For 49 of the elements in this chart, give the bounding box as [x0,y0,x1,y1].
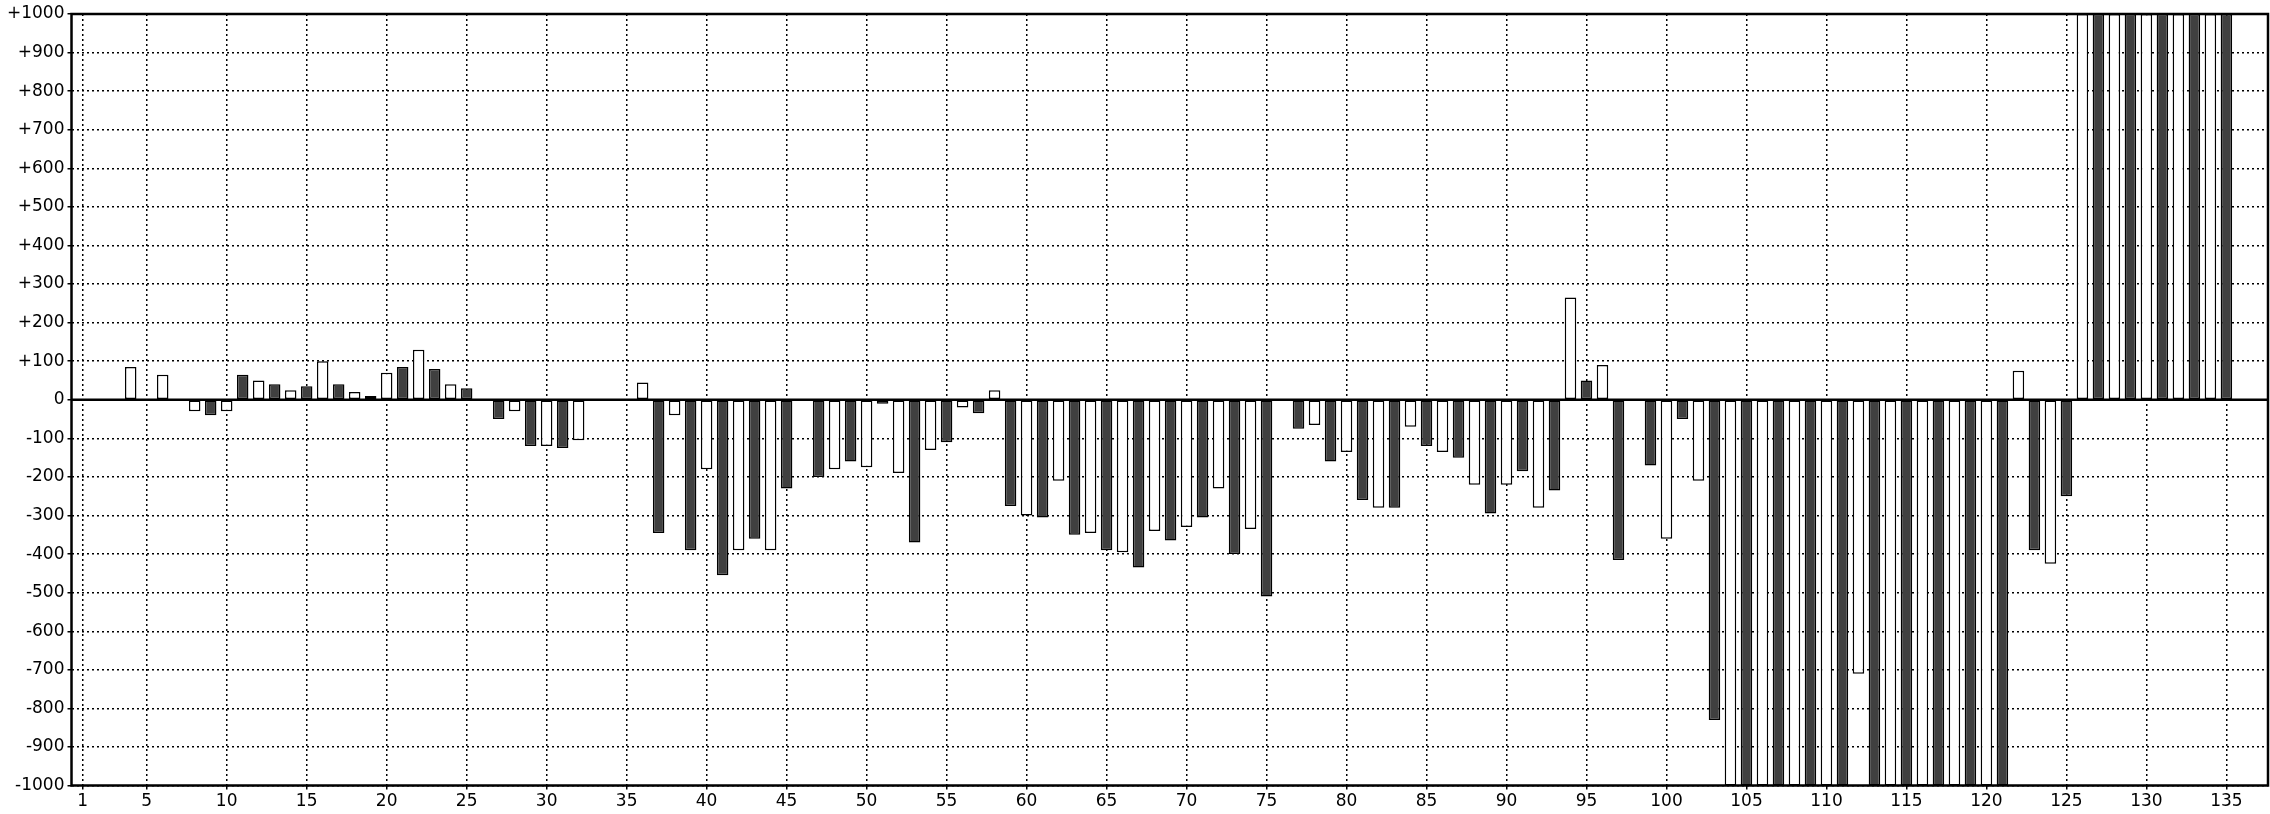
x-tick-label: 20 [375,790,398,811]
y-tick-label: -900 [25,735,65,756]
y-tick-label: -400 [25,542,65,563]
x-tick-label: 90 [1495,790,1518,811]
x-tick-label: 30 [535,790,558,811]
x-tick-label: 35 [615,790,638,811]
x-tick-label: 85 [1415,790,1438,811]
x-tick-label: 130 [2130,790,2163,811]
x-tick-label: 115 [1890,790,1923,811]
x-tick-label: 45 [775,790,798,811]
y-tick-label: +800 [17,79,65,100]
x-tick-label: 1 [77,790,89,811]
y-tick-label: +600 [17,156,65,177]
x-tick-label: 120 [1970,790,2003,811]
x-tick-label: 135 [2210,790,2243,811]
y-tick-label: -800 [25,696,65,717]
x-tick-label: 70 [1175,790,1198,811]
y-tick-label: +500 [17,195,65,216]
y-tick-label: +200 [17,311,65,332]
x-tick-label: 10 [215,790,238,811]
x-tick-label: 50 [855,790,878,811]
x-tick-label: 60 [1015,790,1038,811]
y-tick-label: +900 [17,41,65,61]
x-tick-label: 80 [1335,790,1358,811]
x-tick-label: 110 [1810,790,1843,811]
x-tick-label: 40 [695,790,718,811]
y-tick-label: -100 [25,426,65,447]
y-tick-label: +100 [17,349,65,370]
y-tick-label: -700 [25,658,65,679]
y-tick-label: -200 [25,465,65,486]
y-tick-label: +300 [17,272,65,293]
x-tick-label: 5 [141,790,153,811]
x-tick-label: 55 [935,790,958,811]
x-tick-label: 125 [2050,790,2083,811]
x-tick-label: 15 [295,790,318,811]
x-tick-label: 95 [1575,790,1598,811]
x-tick-label: 100 [1650,790,1683,811]
x-tick-label: 75 [1255,790,1278,811]
x-tick-label: 105 [1730,790,1763,811]
y-tick-label: -600 [25,619,65,640]
y-tick-label: +700 [17,118,65,139]
x-tick-label: 25 [455,790,478,811]
y-tick-label: +400 [17,233,65,254]
x-tick-label: 65 [1095,790,1118,811]
y-tick-label: 0 [53,388,65,409]
y-tick-label: -500 [25,581,65,602]
y-tick-label: +1000 [6,2,65,23]
y-tick-label: -1000 [15,774,65,795]
y-tick-label: -300 [25,503,65,524]
